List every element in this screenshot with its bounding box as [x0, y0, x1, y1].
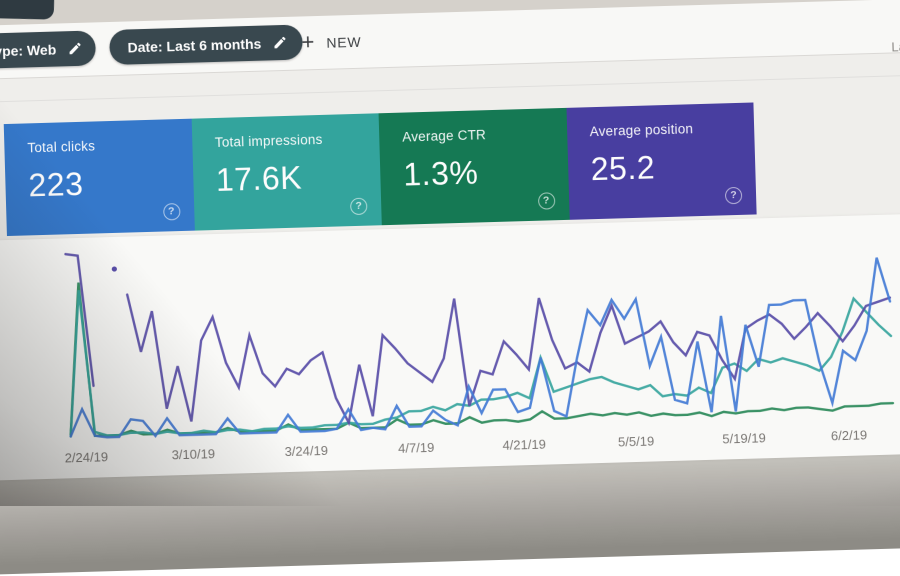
average-position-card[interactable]: Average position 25.2 ? — [565, 102, 757, 220]
card-value: 223 — [27, 165, 84, 204]
total-clicks-card[interactable]: Total clicks 223 ? — [3, 118, 195, 237]
help-icon[interactable]: ? — [537, 192, 555, 210]
card-value: 25.2 — [590, 149, 656, 188]
plus-icon: + — [301, 29, 315, 55]
metric-cards-row: Total clicks 223 ? Total impressions 17.… — [3, 102, 757, 237]
date-filter-label: Date: Last 6 months — [127, 35, 262, 55]
x-axis-tick-label: 4/7/19 — [398, 440, 435, 456]
x-axis-tick-label: 5/5/19 — [618, 433, 655, 449]
x-axis-tick-label: 2/24/19 — [64, 449, 108, 465]
screen-corner-shadow — [0, 0, 55, 20]
help-icon[interactable]: ? — [162, 203, 181, 221]
pencil-icon — [274, 36, 286, 49]
truncated-right-text: La — [891, 39, 900, 55]
date-filter-chip[interactable]: Date: Last 6 months — [109, 24, 303, 65]
search-type-filter-label: type: Web — [0, 41, 57, 59]
card-label: Average position — [589, 121, 694, 140]
performance-chart-panel: 2/24/19 3/10/19 3/24/19 4/7/19 4/21/19 5/5/19… — [0, 212, 900, 482]
x-axis-tick-label: 3/10/19 — [171, 446, 215, 462]
total-impressions-card[interactable]: Total impressions 17.6K ? — [191, 113, 382, 231]
x-axis-tick-label: 6/2/19 — [831, 427, 868, 443]
card-label: Total impressions — [214, 131, 323, 151]
card-value: 1.3% — [402, 154, 479, 193]
help-icon[interactable]: ? — [724, 186, 743, 205]
card-value: 17.6K — [215, 159, 303, 198]
card-label: Total clicks — [27, 138, 96, 156]
x-axis-tick-label: 3/24/19 — [284, 443, 328, 459]
average-ctr-card[interactable]: Average CTR 1.3% ? — [378, 107, 570, 226]
pencil-icon — [69, 42, 81, 55]
new-filter-button[interactable]: + NEW — [301, 27, 362, 57]
performance-line-chart: 2/24/19 3/10/19 3/24/19 4/7/19 4/21/19 5/5/19… — [64, 252, 895, 465]
x-axis-tick-label: 4/21/19 — [502, 437, 546, 453]
x-axis-tick-label: 5/19/19 — [722, 430, 766, 446]
search-type-filter-chip[interactable]: type: Web — [0, 30, 96, 71]
help-icon[interactable]: ? — [350, 197, 368, 216]
new-button-label: NEW — [326, 33, 362, 51]
filter-bar: type: Web Date: Last 6 months + NEW La — [0, 0, 900, 81]
card-label: Average CTR — [402, 127, 487, 145]
